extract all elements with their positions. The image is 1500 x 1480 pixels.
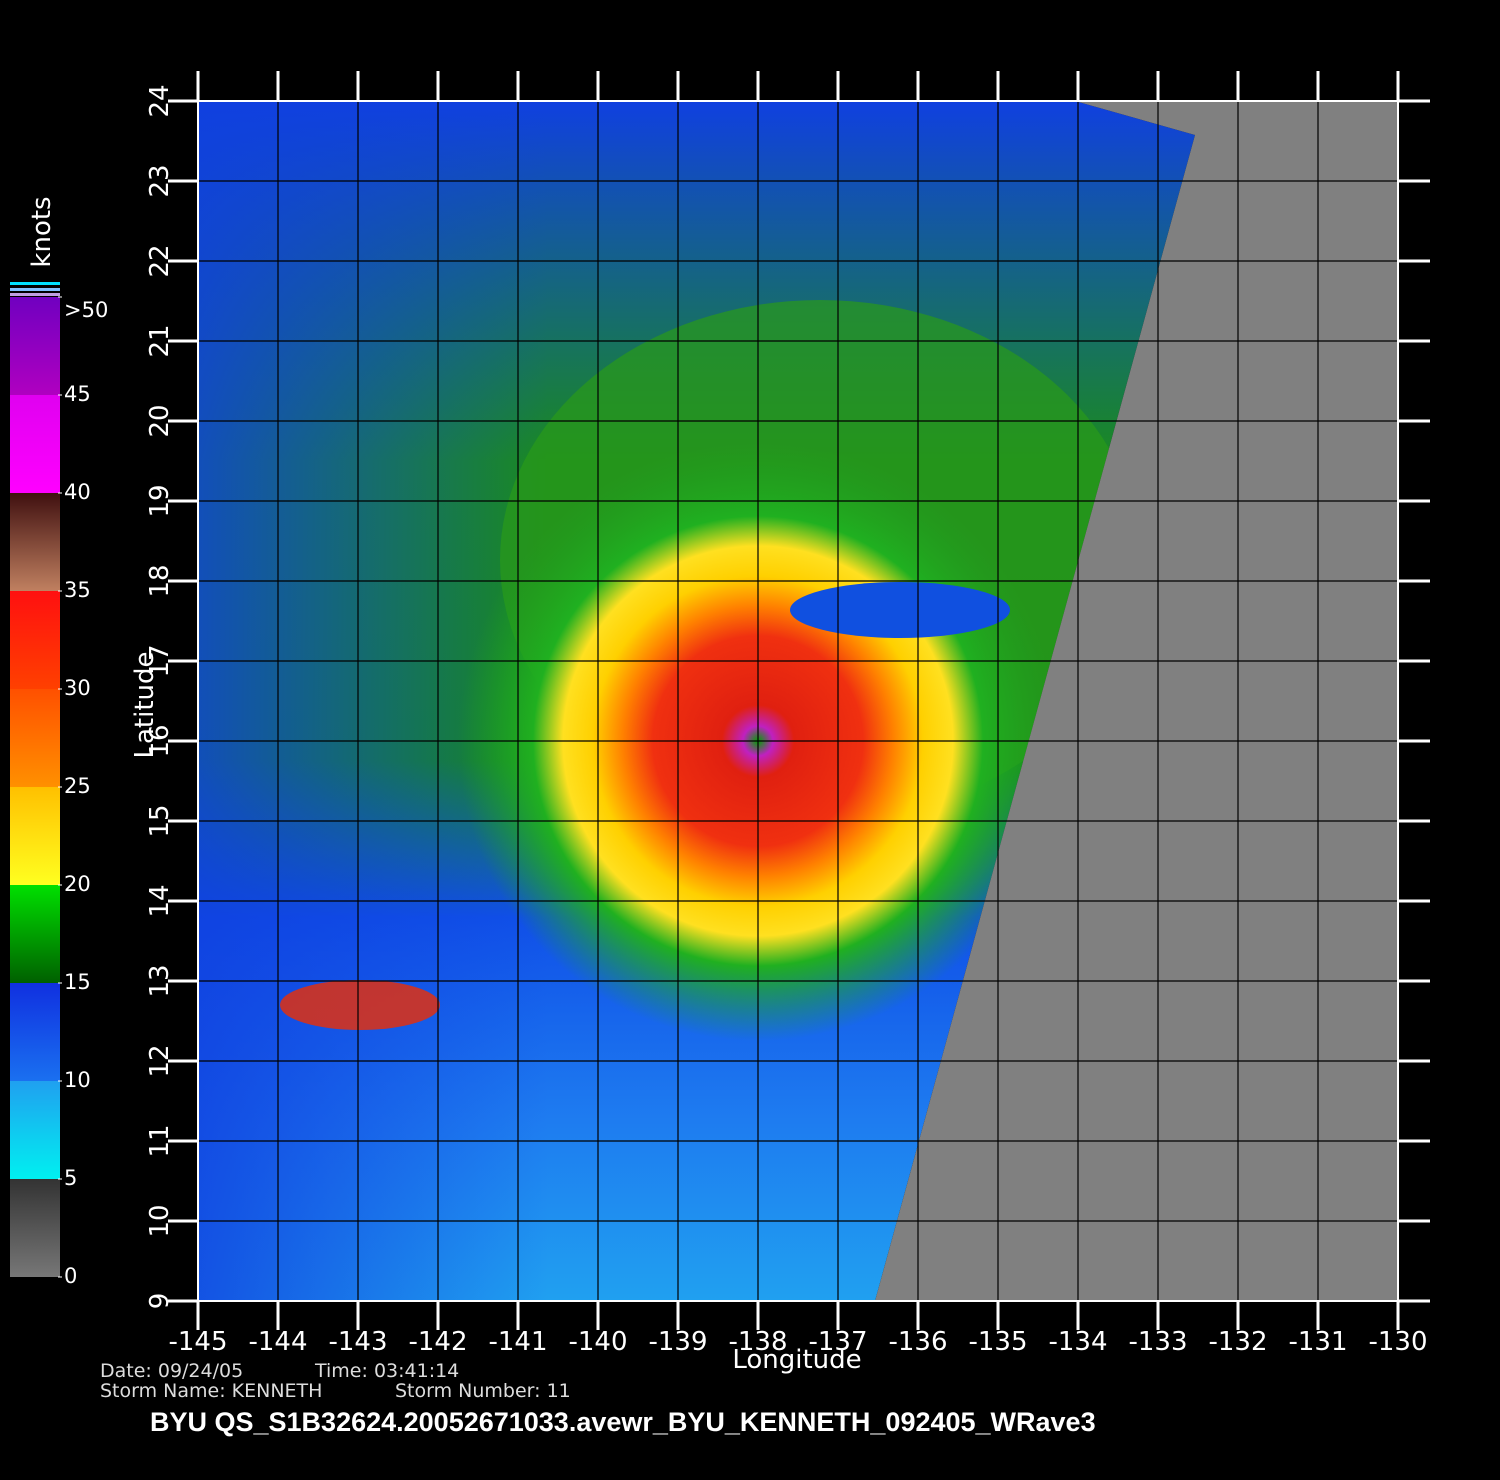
y-tick-label: 20 <box>145 404 175 437</box>
x-tick-label: -134 <box>1048 1327 1107 1357</box>
y-tick-label: 15 <box>145 804 175 837</box>
colorbar-unit: knots <box>27 196 57 267</box>
x-tick-label: -130 <box>1368 1327 1427 1357</box>
rain-cell <box>280 980 440 1030</box>
colorbar: 0 5 10 15 20 25 30 35 40 45 >50 <box>10 282 108 1288</box>
y-tick-label: 11 <box>145 1124 175 1157</box>
y-tick-label: 9 <box>145 1293 175 1310</box>
colorbar-segment <box>10 1179 60 1277</box>
colorbar-label: 10 <box>64 1068 91 1092</box>
y-tick-label: 17 <box>145 644 175 677</box>
file-title: BYU QS_S1B32624.20052671033.avewr_BYU_KE… <box>150 1407 1096 1437</box>
x-tick-label: -136 <box>888 1327 947 1357</box>
colorbar-label: 5 <box>64 1166 77 1190</box>
colorbar-segment <box>10 787 60 885</box>
colorbar-segment <box>10 395 60 493</box>
y-tick-label: 19 <box>145 484 175 517</box>
x-tick-label: -137 <box>808 1327 867 1357</box>
x-tick-label: -145 <box>168 1327 227 1357</box>
x-tick-label: -132 <box>1208 1327 1267 1357</box>
colorbar-label: 20 <box>64 872 91 896</box>
y-tick-label: 10 <box>145 1204 175 1237</box>
colorbar-cap <box>10 288 60 291</box>
map-frame <box>197 100 1399 1302</box>
x-tick-label: -135 <box>968 1327 1027 1357</box>
colorbar-label: 30 <box>64 676 91 700</box>
x-tick-label: -142 <box>408 1327 467 1357</box>
storm-name: Storm Name: KENNETH <box>100 1380 322 1402</box>
x-tick-label: -138 <box>728 1327 787 1357</box>
y-axis-label: Latitude <box>130 651 160 758</box>
colorbar-label: 25 <box>64 774 91 798</box>
x-tick-label: -140 <box>568 1327 627 1357</box>
y-tick-label: 16 <box>145 724 175 757</box>
x-tick-label: -144 <box>248 1327 307 1357</box>
wind-imagery <box>198 101 1195 1301</box>
colorbar-cap <box>10 282 60 285</box>
x-tick-label: -143 <box>328 1327 387 1357</box>
y-tick-label: 24 <box>145 84 175 117</box>
colorbar-segment <box>10 493 60 591</box>
colorbar-cap <box>10 293 60 296</box>
x-tick-label: -141 <box>488 1327 547 1357</box>
colorbar-segment <box>10 297 60 395</box>
date: Date: 09/24/05 <box>100 1360 243 1382</box>
y-tick-label: 23 <box>145 164 175 197</box>
colorbar-segment <box>10 885 60 983</box>
no-data-region <box>875 101 1398 1301</box>
grid: -145 -144 -143 -142 -141 -140 -139 -138 -137 -136… <box>145 71 1430 1357</box>
x-axis-label: Longitude <box>732 1345 861 1375</box>
colorbar-label: 0 <box>64 1264 77 1288</box>
y-tick-label: 12 <box>145 1044 175 1077</box>
colorbar-segment <box>10 983 60 1081</box>
colorbar-label: >50 <box>64 298 108 322</box>
y-tick-label: 22 <box>145 244 175 277</box>
x-tick-label: -139 <box>648 1327 707 1357</box>
colorbar-label: 35 <box>64 578 91 602</box>
y-tick-label: 21 <box>145 324 175 357</box>
y-tick-label: 13 <box>145 964 175 997</box>
storm-number: Storm Number: 11 <box>395 1380 571 1402</box>
x-tick-label: -133 <box>1128 1327 1187 1357</box>
y-tick-label: 14 <box>145 884 175 917</box>
colorbar-segment <box>10 591 60 689</box>
y-tick-label: 18 <box>145 564 175 597</box>
x-tick-label: -131 <box>1288 1327 1347 1357</box>
colorbar-label: 45 <box>64 382 91 406</box>
colorbar-label: 15 <box>64 970 91 994</box>
low-wind-band <box>790 582 1010 638</box>
colorbar-label: 40 <box>64 480 91 504</box>
colorbar-segment <box>10 1081 60 1179</box>
colorbar-segment <box>10 689 60 787</box>
time: Time: 03:41:14 <box>314 1360 459 1382</box>
